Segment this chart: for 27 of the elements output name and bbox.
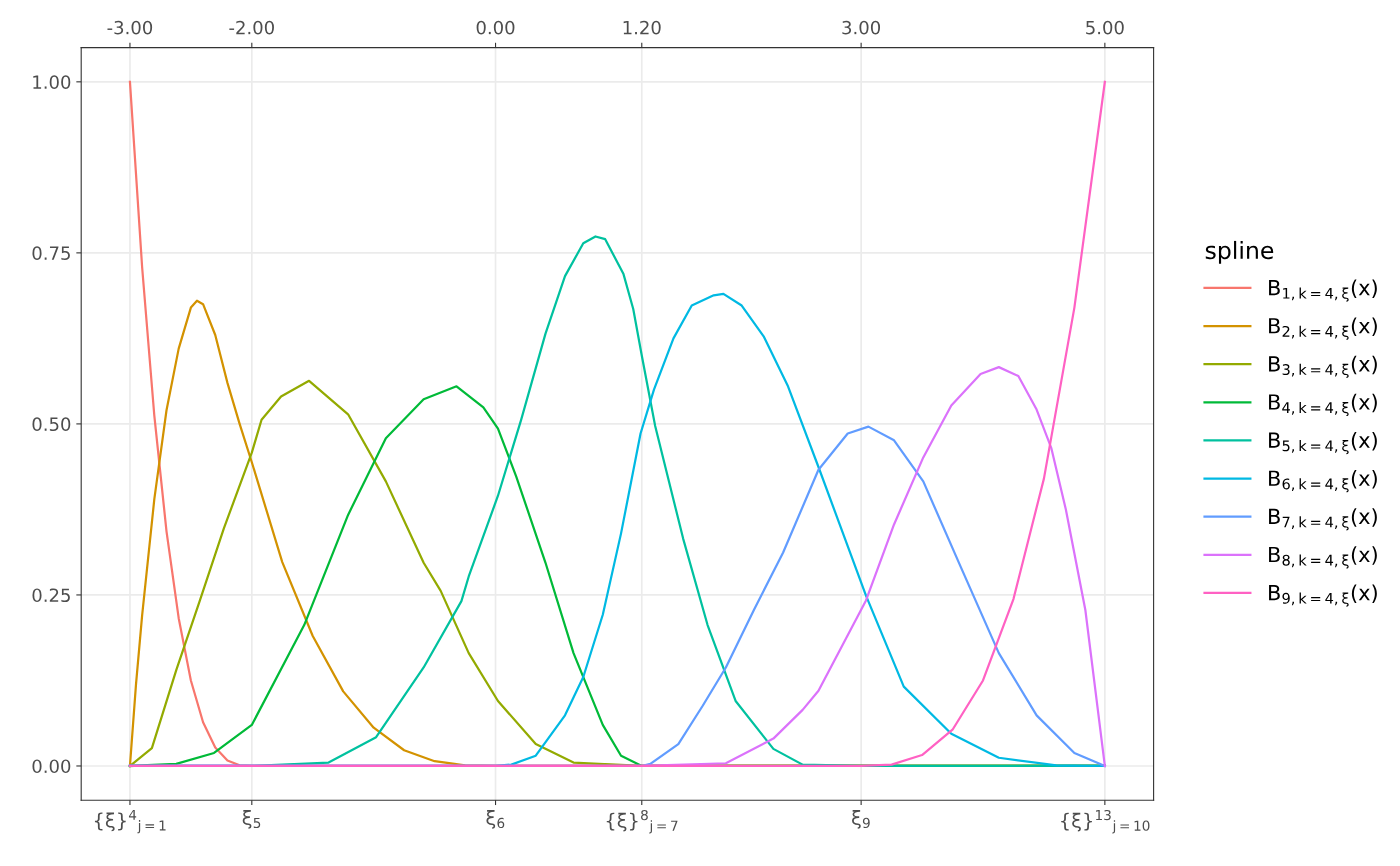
y-tick-label: 0.00	[32, 759, 71, 774]
annotation: ξ$_{5}$	[242, 809, 261, 829]
legend-label: B$_{2,k=4,ξ}$(x)	[1269, 317, 1377, 340]
x-tick-label: -3.00	[107, 20, 153, 35]
x-tick-label: 5.00	[1086, 20, 1124, 35]
legend-title: spline	[1205, 240, 1274, 264]
annotation: {ξ}$^{13}$$_{j=10}$	[1061, 809, 1150, 834]
y-tick-label: 0.75	[32, 246, 70, 260]
y-tick-label: 1.00	[33, 75, 71, 89]
legend-label: B$_{4,k=4,ξ}$(x)	[1269, 393, 1377, 417]
legend-label: B$_{6,k=4,ξ}$(x)	[1269, 470, 1377, 493]
annotation: ξ$_{6}$	[486, 809, 505, 829]
legend-label: B$_{5,k=4,ξ}$(x)	[1269, 431, 1377, 455]
legend-label: B$_{3,k=4,ξ}$(x)	[1269, 355, 1377, 378]
y-tick-label: 0.25	[32, 588, 70, 603]
legend-label: B$_{8,k=4,ξ}$(x)	[1269, 546, 1377, 569]
x-tick-label: 1.20	[623, 20, 661, 35]
y-tick-label: 0.50	[32, 417, 71, 432]
annotation: ξ$_{9}$	[852, 809, 870, 829]
annotation: {ξ}$^{8}$$_{j=7}$	[606, 809, 678, 834]
legend-label: B$_{9,k=4,ξ}$(x)	[1269, 584, 1377, 607]
x-tick-label: 0.00	[476, 20, 515, 35]
legend-label: B$_{1,k=4,ξ}$(x)	[1269, 279, 1377, 302]
annotation: {ξ}$^{4}$$_{j=1}$	[94, 809, 166, 834]
x-tick-label: 3.00	[842, 20, 881, 35]
x-tick-label: -2.00	[229, 20, 274, 35]
legend-label: B$_{7,k=4,ξ}$(x)	[1269, 508, 1377, 531]
